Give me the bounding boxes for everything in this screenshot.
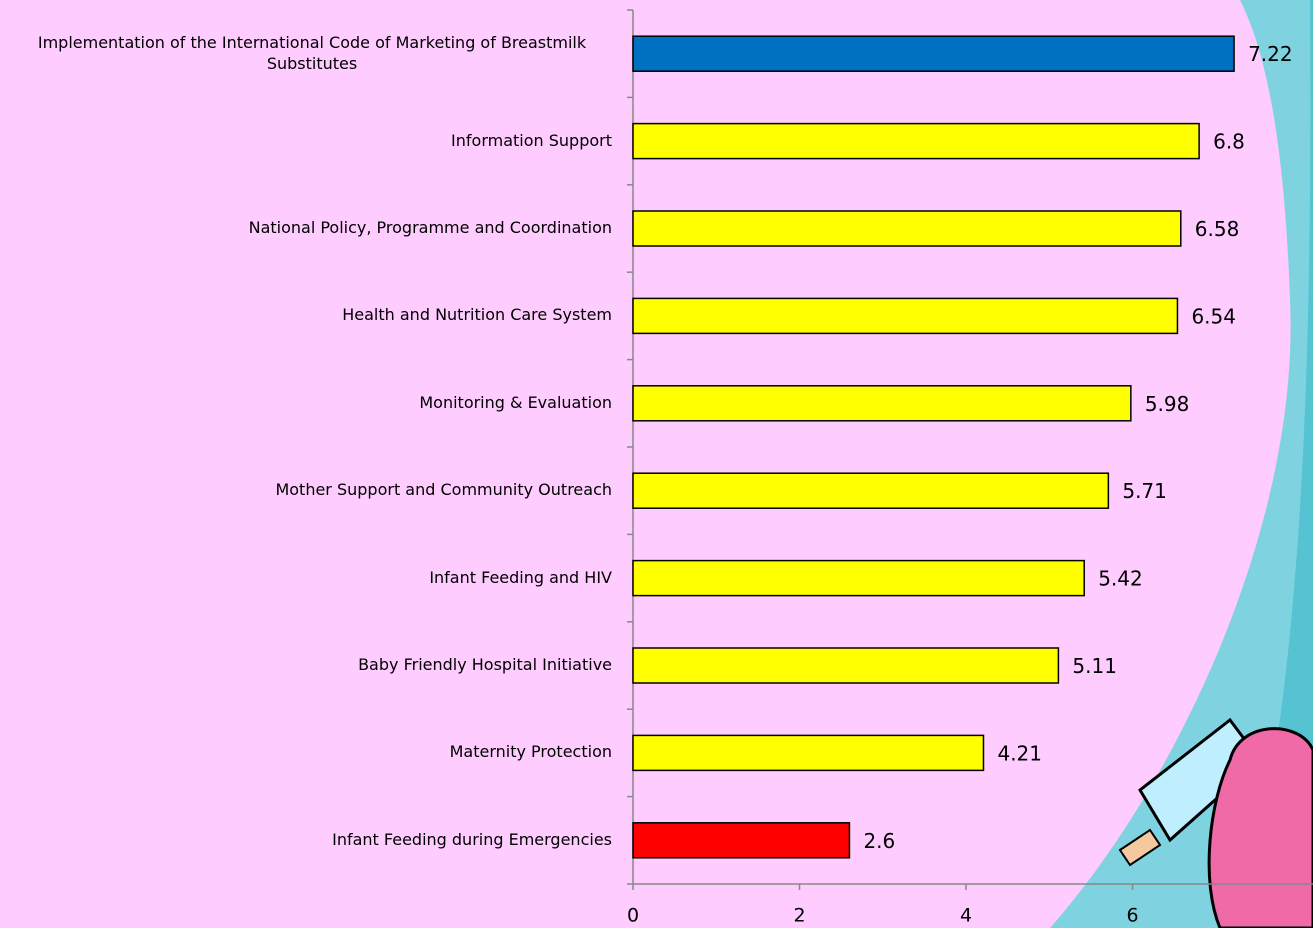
background-shape: [1240, 0, 1313, 928]
category-label-wrap: Mother Support and Community Outreach: [2, 451, 612, 531]
y-tick-label: Implementation of the International Code…: [37, 32, 587, 73]
bar: [632, 472, 1110, 509]
category-label-wrap: Maternity Protection: [2, 713, 612, 793]
category-label-wrap: Implementation of the International Code…: [2, 14, 612, 94]
x-tick-label: 4: [960, 905, 972, 927]
y-tick-label: Mother Support and Community Outreach: [275, 480, 612, 500]
category-label-box: Baby Friendly Hospital Initiative: [2, 626, 612, 706]
category-label-box: National Policy, Programme and Coordinat…: [2, 189, 612, 269]
x-tick-label: 6: [1126, 905, 1138, 927]
category-label-box: Infant Feeding and HIV: [2, 538, 612, 618]
bar: [632, 385, 1132, 422]
category-label-box: Mother Support and Community Outreach: [2, 451, 612, 531]
x-tick-label: 2: [793, 905, 805, 927]
value-label: 5.98: [1145, 392, 1190, 416]
bar: [632, 122, 1200, 160]
bar: [632, 297, 1179, 335]
value-label: 6.54: [1191, 304, 1236, 328]
category-label-box: Infant Feeding during Emergencies: [2, 800, 612, 880]
value-label: 7.22: [1248, 42, 1293, 66]
value-label: 6.8: [1213, 130, 1245, 154]
bar: [632, 647, 1060, 684]
value-label: 5.42: [1098, 567, 1143, 591]
y-tick-label: Information Support: [451, 130, 612, 150]
category-label-wrap: Baby Friendly Hospital Initiative: [2, 626, 612, 706]
y-tick-label: Health and Nutrition Care System: [342, 305, 612, 325]
category-label-wrap: Infant Feeding during Emergencies: [2, 800, 612, 880]
y-tick-label: Baby Friendly Hospital Initiative: [358, 655, 612, 675]
category-label-wrap: Information Support: [2, 101, 612, 181]
x-tick-label: 0: [627, 905, 639, 927]
category-label-wrap: Health and Nutrition Care System: [2, 276, 612, 356]
category-label-box: Implementation of the International Code…: [2, 14, 612, 94]
clipart: [1118, 717, 1313, 928]
y-tick-label: National Policy, Programme and Coordinat…: [248, 218, 612, 238]
value-label: 5.71: [1122, 479, 1167, 503]
y-tick-label: Infant Feeding during Emergencies: [332, 829, 612, 849]
background-shape: [1050, 0, 1313, 928]
category-label-wrap: Infant Feeding and HIV: [2, 538, 612, 618]
bar: [632, 734, 985, 772]
value-label: 5.11: [1072, 654, 1117, 678]
value-label: 2.6: [863, 829, 895, 853]
value-label: 6.58: [1195, 217, 1240, 241]
y-tick-label: Infant Feeding and HIV: [429, 567, 612, 587]
y-tick-label: Monitoring & Evaluation: [419, 392, 612, 412]
category-label-box: Monitoring & Evaluation: [2, 363, 612, 443]
bar: [632, 210, 1182, 247]
category-label-box: Health and Nutrition Care System: [2, 276, 612, 356]
y-tick-label: Maternity Protection: [449, 742, 612, 762]
category-label-wrap: Monitoring & Evaluation: [2, 363, 612, 443]
bar: [632, 559, 1085, 597]
bar: [632, 822, 851, 859]
value-label: 4.21: [997, 741, 1042, 765]
category-label-box: Information Support: [2, 101, 612, 181]
category-label-box: Maternity Protection: [2, 713, 612, 793]
bar: [632, 35, 1235, 72]
category-label-wrap: National Policy, Programme and Coordinat…: [2, 189, 612, 269]
